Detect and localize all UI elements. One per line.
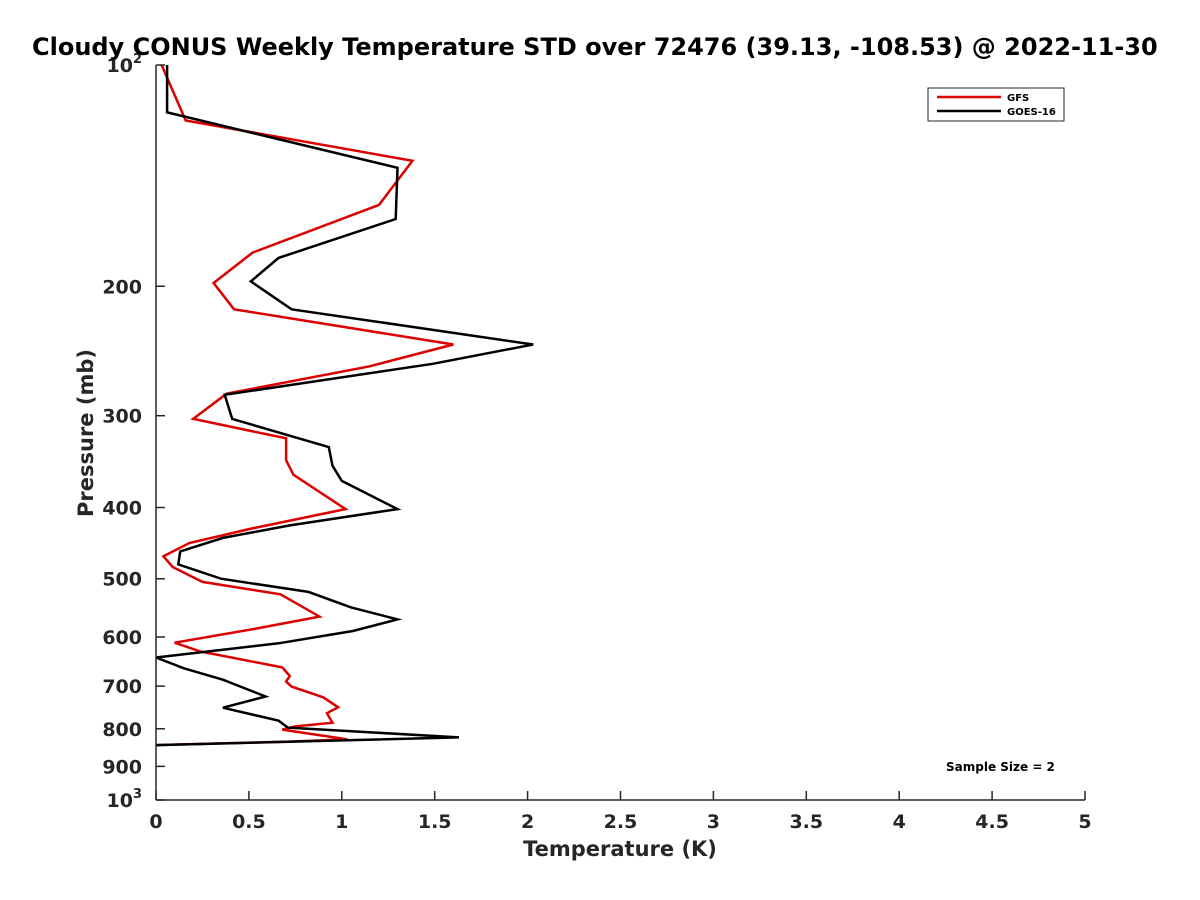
- y-axis-label: Pressure (mb): [74, 349, 98, 517]
- x-tick-label: 4: [893, 811, 906, 833]
- x-tick-label: 3: [707, 811, 720, 833]
- x-tick-label: 0: [149, 811, 162, 833]
- x-tick-label: 2: [521, 811, 534, 833]
- x-tick-label: 0.5: [232, 811, 266, 833]
- x-tick-label: 1.5: [418, 811, 452, 833]
- y-tick-label: 103: [107, 787, 143, 812]
- x-axis-label: Temperature (K): [523, 837, 717, 861]
- x-tick-label: 3.5: [789, 811, 823, 833]
- axes-frame: [156, 65, 1085, 800]
- y-tick-label: 200: [102, 276, 142, 298]
- legend: GFS GOES-16: [927, 87, 1065, 122]
- sample-size-annotation: Sample Size = 2: [946, 760, 1055, 774]
- y-tick-label: 600: [102, 627, 142, 649]
- y-tick-label: 400: [102, 498, 142, 520]
- series-line-goes16: [155, 65, 534, 747]
- y-tick-label: 300: [102, 406, 142, 428]
- x-axis-ticks: 0 0.5 1 1.5 2 2.5 3 3.5 4 4.5 5: [149, 791, 1092, 833]
- legend-label-goes16: GOES-16: [1007, 107, 1056, 118]
- chart-title: Cloudy CONUS Weekly Temperature STD over…: [32, 33, 1158, 61]
- x-tick-label: 5: [1078, 811, 1091, 833]
- y-tick-label: 500: [102, 569, 142, 591]
- x-tick-label: 1: [335, 811, 348, 833]
- series-line-gfs: [155, 64, 454, 747]
- x-tick-label: 4.5: [975, 811, 1009, 833]
- legend-box: [927, 87, 1065, 122]
- y-tick-label: 900: [102, 756, 142, 778]
- plot-lines: [155, 64, 534, 747]
- y-tick-label: 800: [102, 719, 142, 741]
- y-tick-label: 700: [102, 676, 142, 698]
- legend-label-gfs: GFS: [1007, 93, 1029, 104]
- x-tick-label: 2.5: [604, 811, 638, 833]
